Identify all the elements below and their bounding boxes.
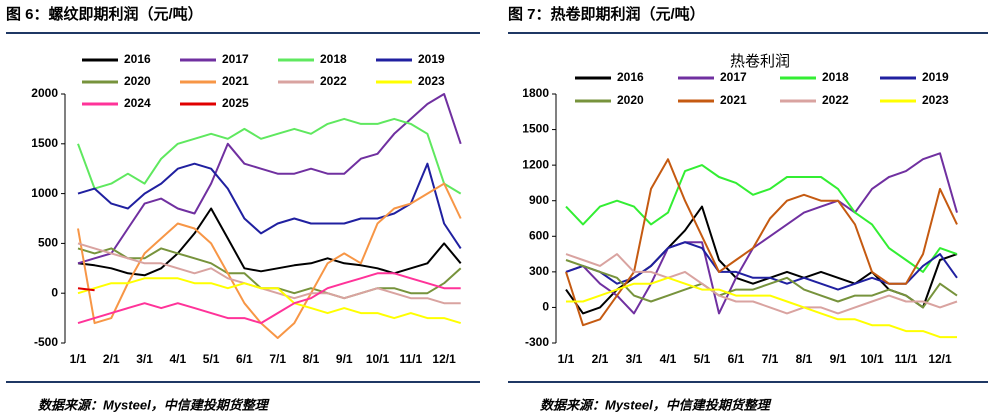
series-line <box>77 207 462 277</box>
series-line <box>565 152 958 315</box>
series-line <box>77 242 461 305</box>
y-tick-label: 1500 <box>31 136 58 150</box>
legend-label: 2021 <box>720 93 747 107</box>
y-tick-label: 900 <box>529 193 549 207</box>
x-tick-label: 1/1 <box>70 352 87 366</box>
x-tick-label: 7/1 <box>762 352 779 366</box>
series-line <box>77 182 462 339</box>
x-tick-label: 12/1 <box>928 352 952 366</box>
series-line <box>77 162 462 249</box>
legend-label: 2025 <box>222 96 249 110</box>
series-line <box>77 117 462 195</box>
legend-label: 2020 <box>124 74 151 88</box>
series-line <box>566 276 957 339</box>
series-line <box>77 277 461 325</box>
x-tick-label: 12/1 <box>432 352 456 366</box>
y-tick-label: 1200 <box>522 157 549 171</box>
source: 数据来源：Mysteel，中信建投期货整理 <box>540 397 772 412</box>
series-line <box>77 287 95 292</box>
x-tick-label: 2/1 <box>103 352 120 366</box>
x-tick-label: 8/1 <box>796 352 813 366</box>
x-tick-label: 11/1 <box>399 352 422 366</box>
x-tick-label: 8/1 <box>303 352 320 366</box>
legend-label: 2020 <box>617 93 644 107</box>
y-tick-label: 0 <box>542 300 549 314</box>
x-tick-label: 10/1 <box>366 352 390 366</box>
y-tick-label: 1500 <box>522 122 549 136</box>
y-tick-label: 500 <box>38 236 58 250</box>
y-tick-label: 0 <box>51 285 58 299</box>
x-tick-label: 11/1 <box>895 352 918 366</box>
series-line <box>565 205 958 315</box>
x-tick-label: 10/1 <box>860 352 884 366</box>
x-tick-label: 5/1 <box>203 352 220 366</box>
x-tick-label: 9/1 <box>830 352 847 366</box>
y-tick-label: -300 <box>525 335 549 349</box>
legend-label: 2018 <box>320 52 347 66</box>
series-line <box>565 241 958 291</box>
x-tick-label: 2/1 <box>592 352 609 366</box>
series-line <box>565 259 958 309</box>
series-line <box>565 158 958 327</box>
series-line <box>565 164 958 273</box>
y-tick-label: 1800 <box>522 86 549 100</box>
x-tick-label: 4/1 <box>169 352 186 366</box>
legend-label: 2021 <box>222 74 249 88</box>
chart-title: 热卷利润 <box>730 53 790 70</box>
y-tick-label: -500 <box>34 335 58 349</box>
series-line <box>77 272 461 325</box>
source: 数据来源：Mysteel，中信建投期货整理 <box>38 397 270 412</box>
legend-label: 2023 <box>922 93 949 107</box>
y-tick-label: 300 <box>529 264 549 278</box>
y-tick-label: 1000 <box>31 186 58 200</box>
header: 图 7：热卷即期利润（元/吨） <box>508 5 705 23</box>
x-tick-label: 4/1 <box>660 352 677 366</box>
legend-label: 2019 <box>922 70 949 84</box>
header: 图 6：螺纹即期利润（元/吨） <box>6 5 203 23</box>
legend-label: 2024 <box>124 96 151 110</box>
legend-label: 2017 <box>222 52 249 66</box>
legend-label: 2016 <box>617 70 644 84</box>
x-tick-label: 6/1 <box>236 352 253 366</box>
y-tick-label: 2000 <box>31 86 58 100</box>
series-line <box>77 93 462 265</box>
legend-label: 2019 <box>418 52 445 66</box>
y-tick-label: 600 <box>529 228 549 242</box>
legend-label: 2018 <box>822 70 849 84</box>
x-tick-label: 5/1 <box>694 352 711 366</box>
x-tick-label: 1/1 <box>558 352 575 366</box>
x-tick-label: 3/1 <box>626 352 643 366</box>
x-tick-label: 3/1 <box>136 352 153 366</box>
legend-label: 2017 <box>720 70 747 84</box>
legend-label: 2022 <box>320 74 347 88</box>
series-line <box>565 253 958 315</box>
legend-label: 2022 <box>822 93 849 107</box>
legend-label: 2016 <box>124 52 151 66</box>
x-tick-label: 7/1 <box>269 352 286 366</box>
legend-label: 2023 <box>418 74 445 88</box>
x-tick-label: 9/1 <box>336 352 353 366</box>
x-tick-label: 6/1 <box>728 352 745 366</box>
